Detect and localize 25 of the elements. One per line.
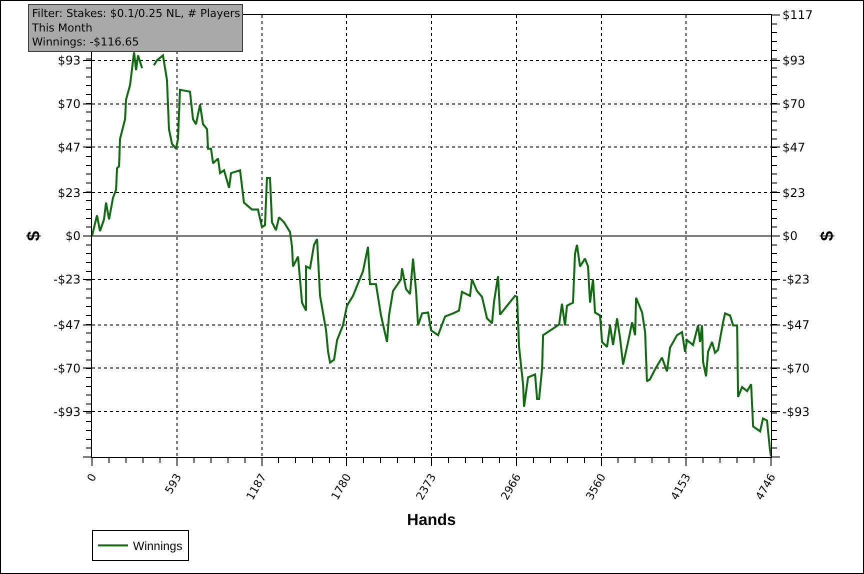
y2-axis-title: $ [817,230,838,242]
annotation: Filter: Stakes: $0.1/0.25 NL, # Players This Month Winnings: -$116.65 [31,7,240,49]
y-tick-label: $70 [58,96,81,111]
y2-tick-label: -$47 [782,318,810,332]
y-tick-label: -$47 [53,318,81,332]
y2-tick-label: $0 [782,229,798,244]
y-tick-label: -$23 [53,272,81,287]
y2-tick-label: $117 [782,8,813,22]
x-tick-label: 0 [84,471,100,484]
y-tick-label: $0 [65,229,81,244]
y2-tick-label: $23 [782,186,806,200]
y2-tick-label: -$23 [782,272,810,287]
y2-tick-label: $93 [782,54,806,68]
y-tick-label: -$93 [53,404,81,419]
legend-label: Winnings [133,539,182,554]
y2-tick-label: $70 [782,96,806,111]
y-tick-label: $23 [58,186,81,200]
y2-tick-label: $47 [782,140,806,154]
y-tick-label: $93 [58,54,81,68]
y-tick-label: $47 [58,140,81,154]
x-axis-title: Hands [407,512,456,529]
y2-tick-label: -$93 [782,404,810,419]
y-tick-label: -$70 [53,361,81,376]
y2-tick-label: -$70 [782,361,810,376]
y-axis-title: $ [24,230,44,242]
